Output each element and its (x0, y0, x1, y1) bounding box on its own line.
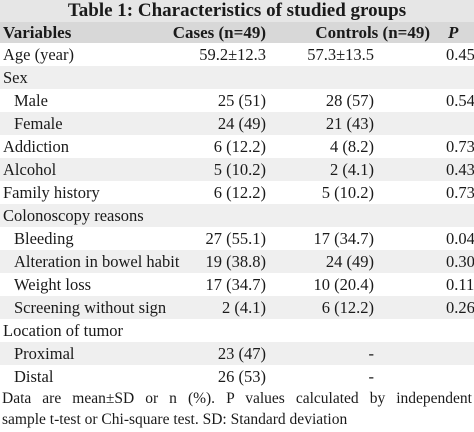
table-row: Location of tumor (0, 319, 474, 342)
table-row: Sex (0, 66, 474, 89)
table-row: Male 25 (51) 28 (57) 0.543 (0, 89, 474, 112)
row-cases-value: 27 (55.1) (205, 229, 267, 248)
row-label: Male (14, 91, 48, 110)
table-title: Table 1: Characteristics of studied grou… (0, 0, 474, 22)
row-label: Bleeding (14, 229, 74, 248)
row-controls-value: 17 (34.7) (313, 229, 375, 248)
table-row: Distal 26 (53) - (0, 365, 474, 388)
header-p: P (448, 23, 459, 42)
row-p-value: 0.738 (446, 137, 474, 156)
row-controls-value: 4 (8.2) (330, 137, 374, 156)
row-label: Sex (3, 68, 28, 87)
header-variables: Variables (3, 23, 72, 42)
table-row: Female 24 (49) 21 (43) (0, 112, 474, 135)
table-row: Weight loss 17 (34.7) 10 (20.4) 0.113 (0, 273, 474, 296)
row-label: Alcohol (3, 160, 57, 179)
table-header: Variables Cases (n=49) Controls (n=49) P (0, 22, 474, 43)
row-p-value: 0.113 (446, 275, 474, 294)
table-row: Addiction 6 (12.2) 4 (8.2) 0.738 (0, 135, 474, 158)
row-controls-value: 10 (20.4) (313, 275, 375, 294)
row-cases-value: 5 (10.2) (213, 160, 266, 179)
row-cases-value: 59.2±12.3 (199, 45, 266, 64)
row-controls-value: - (368, 344, 375, 363)
table-row: Colonoscopy reasons (0, 204, 474, 227)
table-row: Age (year) 59.2±12.3 57.3±13.5 0.458 (0, 43, 474, 66)
row-p-value: 0.458 (446, 45, 474, 64)
row-cases-value: 19 (38.8) (205, 252, 267, 271)
footnote-line-1: Data are mean±SD or n (%). P values calc… (2, 390, 472, 407)
row-controls-value: 28 (57) (325, 91, 374, 110)
row-label: Proximal (14, 344, 75, 363)
table-row: Family history 6 (12.2) 5 (10.2) 0.737 (0, 181, 474, 204)
row-label: Screening without sign (14, 298, 167, 317)
table-row: Alcohol 5 (10.2) 2 (4.1) 0.436 (0, 158, 474, 181)
row-controls-value: 5 (10.2) (321, 183, 374, 202)
row-p-value: 0.309 (446, 252, 474, 271)
row-controls-value: 57.3±13.5 (307, 45, 374, 64)
row-cases-value: 6 (12.2) (213, 137, 266, 156)
row-p-value: 0.042 (446, 229, 474, 248)
row-label: Family history (3, 183, 100, 202)
row-label: Location of tumor (3, 321, 124, 340)
row-cases-value: 2 (4.1) (222, 298, 266, 317)
header-controls: Controls (n=49) (315, 23, 430, 42)
row-label: Colonoscopy reasons (3, 206, 144, 225)
row-p-value: 0.268 (446, 298, 474, 317)
table-row: Alteration in bowel habit 19 (38.8) 24 (49… (0, 250, 474, 273)
row-cases-value: 6 (12.2) (213, 183, 266, 202)
row-cases-value: 25 (51) (217, 91, 266, 110)
header-cases: Cases (n=49) (172, 23, 266, 42)
row-p-value: 0.543 (446, 91, 474, 110)
row-p-value: 0.737 (446, 183, 474, 202)
row-controls-value: - (368, 367, 375, 386)
row-label: Distal (14, 367, 54, 386)
table-row: Proximal 23 (47) - (0, 342, 474, 365)
row-cases-value: 24 (49) (217, 114, 266, 133)
row-p-value: 0.436 (446, 160, 474, 179)
table-row: Bleeding 27 (55.1) 17 (34.7) 0.042 (0, 227, 474, 250)
row-label: Age (year) (3, 45, 74, 64)
footnote-line-2: sample t-test or Chi-square test. SD: St… (2, 411, 348, 428)
row-cases-value: 17 (34.7) (205, 275, 267, 294)
row-label: Addiction (3, 137, 69, 156)
table-row: Screening without sign 2 (4.1) 6 (12.2) 0.2… (0, 296, 474, 319)
row-cases-value: 26 (53) (217, 367, 266, 386)
row-label: Female (14, 114, 63, 133)
table-footnote: Data are mean±SD or n (%). P values calc… (0, 388, 474, 432)
row-cases-value: 23 (47) (217, 344, 266, 363)
row-controls-value: 6 (12.2) (321, 298, 374, 317)
row-controls-value: 21 (43) (325, 114, 374, 133)
row-label: Weight loss (14, 275, 92, 294)
row-controls-value: 24 (49) (325, 252, 374, 271)
row-controls-value: 2 (4.1) (330, 160, 374, 179)
row-label: Alteration in bowel habit (14, 252, 180, 271)
